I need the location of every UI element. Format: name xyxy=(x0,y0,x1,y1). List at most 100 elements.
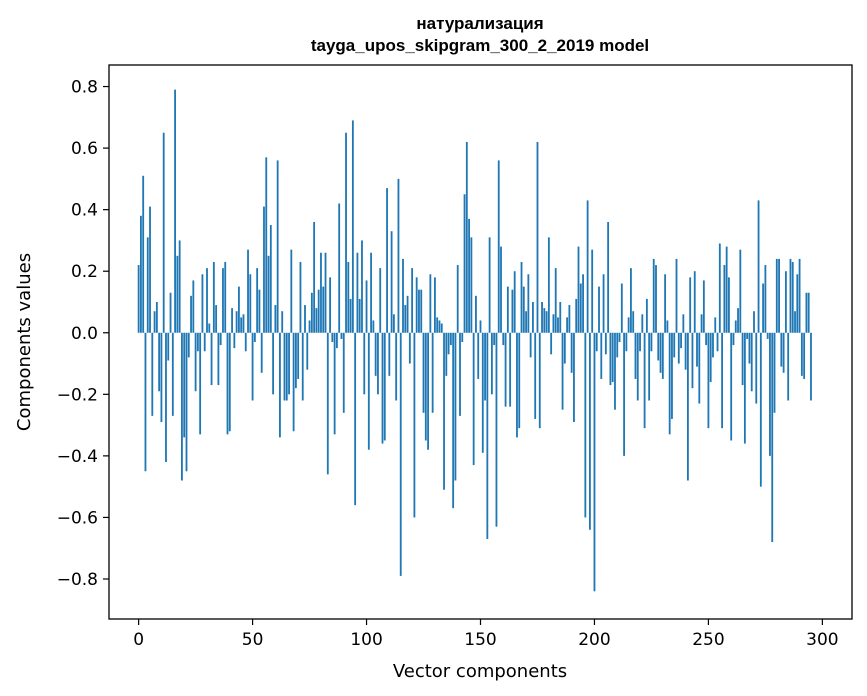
bar-258 xyxy=(725,246,728,333)
bar-152 xyxy=(484,332,486,401)
bar-240 xyxy=(684,332,687,370)
bar-259 xyxy=(728,277,730,333)
x-axis-ticks: 0 50 100 150 200 250 300 xyxy=(133,619,839,650)
bar-270 xyxy=(753,311,755,333)
bar-171 xyxy=(527,274,530,333)
bar-189 xyxy=(568,305,571,333)
bar-47 xyxy=(244,332,247,352)
bar-160 xyxy=(502,332,505,346)
bar-52 xyxy=(256,268,259,333)
bar-225 xyxy=(650,332,653,352)
bar-115 xyxy=(399,332,402,576)
bar-178 xyxy=(543,308,546,333)
bar-96 xyxy=(356,252,359,333)
bar-131 xyxy=(436,317,439,333)
bar-188 xyxy=(566,317,569,333)
bar-37 xyxy=(222,268,224,333)
bar-201 xyxy=(595,332,598,352)
bar-214 xyxy=(625,332,628,352)
bar-208 xyxy=(611,332,614,383)
bar-70 xyxy=(297,332,300,379)
bar-185 xyxy=(559,301,562,333)
bar-150 xyxy=(479,320,482,333)
bar-281 xyxy=(778,258,780,333)
bar-251 xyxy=(709,332,712,383)
bar-288 xyxy=(794,311,796,333)
bar-197 xyxy=(586,200,589,333)
bar-193 xyxy=(577,246,580,333)
bar-71 xyxy=(299,261,302,333)
bar-23 xyxy=(190,295,192,333)
bar-94 xyxy=(351,120,354,333)
bar-215 xyxy=(627,317,630,333)
bar-99 xyxy=(363,332,366,395)
bar-92 xyxy=(347,261,350,333)
bar-54 xyxy=(260,332,263,373)
bar-106 xyxy=(379,268,382,333)
bar-36 xyxy=(219,332,222,346)
bar-254 xyxy=(716,332,719,352)
bar-289 xyxy=(796,274,799,333)
bar-34 xyxy=(215,305,218,333)
bar-210 xyxy=(616,332,619,358)
bar-196 xyxy=(584,332,587,518)
bar-82 xyxy=(324,252,327,333)
bar-46 xyxy=(242,314,245,333)
bar-16 xyxy=(174,89,176,333)
y-tick-label: −0.4 xyxy=(57,447,98,467)
bar-267 xyxy=(746,332,749,339)
bar-158 xyxy=(497,160,500,333)
bar-256 xyxy=(721,332,723,429)
y-axis-label: Components values xyxy=(14,253,35,431)
bar-81 xyxy=(322,286,325,333)
bar-5 xyxy=(149,206,151,333)
bar-27 xyxy=(199,332,202,435)
bar-105 xyxy=(377,332,379,395)
bar-18 xyxy=(178,240,181,333)
bar-234 xyxy=(671,332,673,419)
x-tick-label: 150 xyxy=(464,630,496,650)
bar-223 xyxy=(645,298,648,333)
chart-subtitle: tayga_upos_skipgram_300_2_2019 model xyxy=(311,36,649,55)
chart-title: натурализация xyxy=(416,14,543,33)
bar-292 xyxy=(803,332,806,379)
bar-205 xyxy=(604,332,607,355)
y-tick-label: −0.8 xyxy=(57,570,98,590)
bar-75 xyxy=(308,320,311,333)
bar-85 xyxy=(331,332,334,342)
bar-120 xyxy=(411,268,414,333)
bar-217 xyxy=(632,311,635,333)
bar-83 xyxy=(326,332,329,475)
bar-125 xyxy=(422,332,425,413)
bar-246 xyxy=(698,332,701,404)
bar-11 xyxy=(162,132,165,333)
bar-13 xyxy=(167,332,170,361)
bar-50 xyxy=(251,332,254,401)
bar-90 xyxy=(342,332,345,413)
bar-146 xyxy=(470,237,473,333)
bar-192 xyxy=(575,298,578,333)
bar-242 xyxy=(689,277,692,333)
bar-237 xyxy=(677,332,680,364)
x-tick-label: 0 xyxy=(133,630,144,650)
bar-89 xyxy=(340,332,343,339)
x-tick-label: 300 xyxy=(806,630,838,650)
bar-291 xyxy=(800,332,803,376)
bar-247 xyxy=(700,314,703,333)
bar-236 xyxy=(675,258,678,333)
bar-213 xyxy=(623,332,625,456)
bar-166 xyxy=(516,332,518,438)
bar-98 xyxy=(361,240,363,333)
bar-252 xyxy=(712,332,714,358)
bar-273 xyxy=(759,332,762,487)
bar-161 xyxy=(504,332,507,407)
bar-128 xyxy=(429,274,432,333)
bar-184 xyxy=(557,317,559,333)
bar-110 xyxy=(388,332,391,376)
bar-108 xyxy=(383,332,386,441)
y-tick-label: 0.0 xyxy=(71,324,98,344)
bar-130 xyxy=(434,277,436,333)
bar-200 xyxy=(593,332,596,592)
bar-140 xyxy=(456,265,459,333)
bar-4 xyxy=(146,237,149,333)
